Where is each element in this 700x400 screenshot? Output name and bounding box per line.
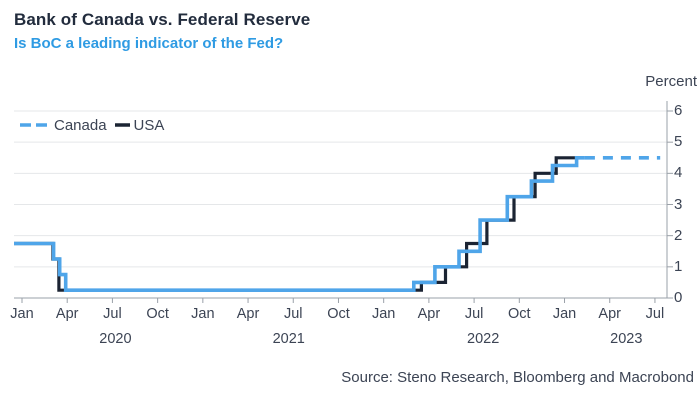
x-tick-label: Jan	[191, 306, 215, 322]
y-tick-label: 0	[674, 289, 683, 306]
source-credit: Source: Steno Research, Bloomberg and Ma…	[341, 369, 694, 386]
x-tick-label: Apr	[598, 306, 621, 322]
legend-swatch-canada	[20, 123, 50, 127]
y-tick-label: 5	[674, 133, 683, 151]
x-tick-label: Jul	[103, 306, 122, 322]
x-tick-label: Oct	[327, 306, 350, 322]
chart-subtitle: Is BoC a leading indicator of the Fed?	[14, 35, 284, 52]
x-tick-label: Apr	[417, 306, 441, 322]
y-tick-label: 6	[674, 102, 683, 119]
legend-label-usa: USA	[133, 116, 165, 134]
x-tick-label: Jan	[552, 306, 577, 322]
series-canada	[14, 156, 585, 293]
x-tick-label: Apr	[236, 306, 260, 322]
x-year-label: 2022	[467, 331, 500, 347]
y-tick-label: 4	[674, 164, 683, 182]
y-axis-unit-label: Percent	[645, 73, 697, 90]
series-usa	[14, 156, 580, 292]
x-tick-label: Jul	[645, 306, 665, 322]
x-tick-label: Jan	[371, 306, 396, 322]
x-tick-label: Oct	[146, 306, 169, 322]
y-tick-label: 2	[674, 226, 683, 244]
chart-legend: Canada USA	[20, 112, 164, 138]
x-tick-label: Oct	[508, 306, 531, 322]
legend-item-canada: Canada	[20, 117, 107, 134]
y-tick-label: 1	[674, 257, 683, 275]
y-tick-label: 3	[674, 195, 683, 213]
x-tick-label: Jul	[283, 306, 303, 322]
x-year-label: 2023	[610, 331, 643, 347]
x-tick-label: Jan	[10, 306, 34, 322]
x-year-label: 2020	[99, 331, 132, 347]
legend-item-usa: USA	[114, 116, 165, 134]
page-title: Bank of Canada vs. Federal Reserve	[14, 10, 311, 29]
x-tick-label: Jul	[464, 306, 484, 322]
x-year-label: 2021	[272, 331, 305, 347]
legend-label-canada: Canada	[54, 116, 107, 134]
legend-swatch-usa	[114, 123, 130, 127]
x-tick-label: Apr	[55, 306, 79, 322]
